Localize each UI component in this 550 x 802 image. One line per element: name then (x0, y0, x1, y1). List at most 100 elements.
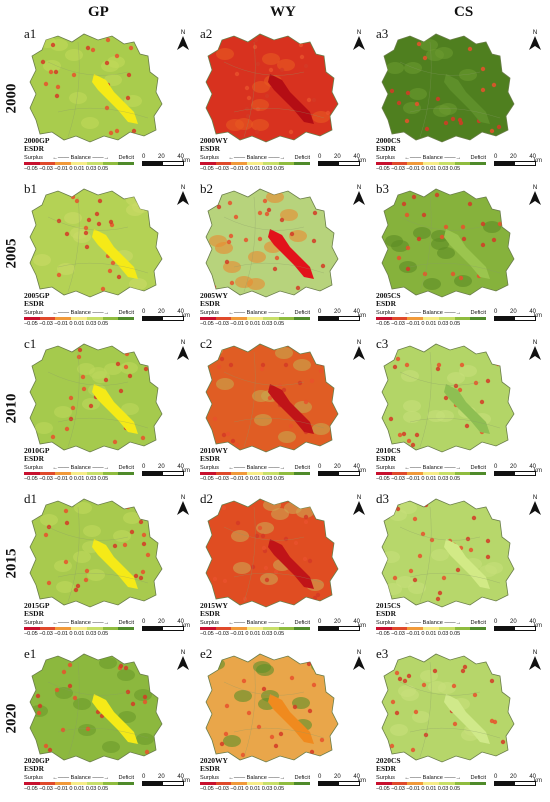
map-title: 2020WY ESDR (200, 756, 228, 773)
north-label: N (180, 650, 186, 656)
scale-bar: 0 20 40 km (318, 619, 366, 631)
north-arrow-icon: N (352, 185, 366, 207)
legend-surplus: Surplus (24, 310, 43, 316)
map-panel: c1 N 2010GP ESDR Surplus ←—— Balance ——→ De… (22, 336, 192, 486)
legend-ticks: −0.05 −0.03 −0.01 0 0.01 0.03 0.05 (200, 476, 285, 482)
north-label: N (356, 340, 362, 346)
map-title: 2020CS ESDR (376, 756, 401, 773)
scale-bar: 0 20 40 km (318, 464, 366, 476)
north-label: N (180, 495, 186, 501)
map-title: 2010CS ESDR (376, 446, 401, 463)
legend: Surplus ←—— Balance ——→ Deficit −0.05 −0.0… (200, 310, 311, 327)
scale-bar: 0 20 40 km (494, 619, 542, 631)
panel-label: e2 (200, 646, 213, 661)
legend-surplus: Surplus (200, 620, 219, 626)
legend-ticks: −0.05 −0.03 −0.01 0 0.01 0.03 0.05 (24, 786, 109, 792)
legend-surplus: Surplus (376, 310, 395, 316)
legend-surplus: Surplus (24, 775, 43, 781)
scale-bar: 0 20 40 km (494, 774, 542, 786)
legend-deficit: Deficit (294, 620, 310, 626)
map-panel: e2 N 2020WY ESDR Surplus ←—— Balance ——→ De… (198, 646, 368, 796)
north-label: N (532, 650, 538, 656)
legend: Surplus ←—— Balance ——→ Deficit −0.05 −0.0… (24, 155, 135, 172)
scale-bar: 0 20 40 km (142, 619, 190, 631)
north-arrow-icon: N (352, 650, 366, 672)
legend-surplus: Surplus (24, 620, 43, 626)
legend: Surplus ←—— Balance ——→ Deficit −0.05 −0.0… (24, 465, 135, 482)
panel-label: a1 (24, 26, 37, 41)
north-label: N (356, 650, 362, 656)
legend: Surplus ←—— Balance ——→ Deficit −0.05 −0.0… (376, 775, 487, 792)
legend-deficit: Deficit (294, 465, 310, 471)
north-arrow-icon: N (176, 30, 190, 52)
legend: Surplus ←—— Balance ——→ Deficit −0.05 −0.0… (200, 620, 311, 637)
map-image (205, 33, 339, 143)
panel-label: b3 (376, 181, 389, 196)
legend-deficit: Deficit (118, 155, 134, 161)
scale-bar: 0 20 40 km (318, 309, 366, 321)
map-image (381, 343, 515, 453)
map-panel: a3 N 2000CS ESDR Surplus ←—— Balance ——→ De… (374, 26, 544, 176)
panel-label: a2 (200, 26, 213, 41)
legend-surplus: Surplus (376, 775, 395, 781)
map-title: 2015CS ESDR (376, 601, 401, 618)
map-title: 2015WY ESDR (200, 601, 228, 618)
legend-surplus: Surplus (200, 155, 219, 161)
legend-surplus: Surplus (200, 775, 219, 781)
legend-surplus: Surplus (376, 620, 395, 626)
legend: Surplus ←—— Balance ——→ Deficit −0.05 −0.0… (200, 465, 311, 482)
legend-deficit: Deficit (470, 775, 486, 781)
panel-label: d2 (200, 491, 213, 506)
map-image (381, 653, 515, 763)
legend-ticks: −0.05 −0.03 −0.01 0 0.01 0.03 0.05 (24, 321, 109, 327)
north-arrow-icon: N (176, 185, 190, 207)
legend-surplus: Surplus (200, 310, 219, 316)
legend-colorbar (24, 162, 135, 165)
scale-bar: 0 20 40 km (318, 774, 366, 786)
legend-colorbar (200, 317, 311, 320)
legend: Surplus ←—— Balance ——→ Deficit −0.05 −0.0… (376, 620, 487, 637)
scale-bar: 0 20 40 km (142, 309, 190, 321)
legend-surplus: Surplus (24, 155, 43, 161)
legend-colorbar (376, 627, 487, 630)
legend-deficit: Deficit (294, 310, 310, 316)
legend-colorbar (24, 317, 135, 320)
legend: Surplus ←—— Balance ——→ Deficit −0.05 −0.0… (24, 310, 135, 327)
row-header-2010: 2010 (3, 393, 20, 424)
legend-deficit: Deficit (294, 155, 310, 161)
legend-ticks: −0.05 −0.03 −0.01 0 0.01 0.03 0.05 (376, 166, 461, 172)
legend-deficit: Deficit (470, 310, 486, 316)
column-header-wy: WY (270, 4, 296, 20)
panel-label: a3 (376, 26, 389, 41)
north-label: N (356, 495, 362, 501)
legend-colorbar (200, 162, 311, 165)
map-image (29, 33, 163, 143)
legend-colorbar (376, 472, 487, 475)
map-panel: a1 N 2000GP ESDR Surplus ←—— Balance ——→ De… (22, 26, 192, 176)
scale-bar: 0 20 40 km (318, 154, 366, 166)
north-label: N (532, 185, 538, 191)
panel-label: c3 (376, 336, 389, 351)
north-arrow-icon: N (352, 495, 366, 517)
map-title: 2010GP ESDR (24, 446, 50, 463)
map-image (381, 498, 515, 608)
north-arrow-icon: N (528, 340, 542, 362)
legend-surplus: Surplus (200, 465, 219, 471)
north-label: N (532, 340, 538, 346)
north-arrow-icon: N (352, 30, 366, 52)
north-arrow-icon: N (352, 340, 366, 362)
legend-colorbar (24, 472, 135, 475)
panel-label: c2 (200, 336, 213, 351)
map-panel: a2 N 2000WY ESDR Surplus ←—— Balance ——→ De… (198, 26, 368, 176)
legend-surplus: Surplus (376, 155, 395, 161)
map-title: 2010WY ESDR (200, 446, 228, 463)
map-title: 2005GP ESDR (24, 291, 50, 308)
legend-deficit: Deficit (470, 465, 486, 471)
legend-ticks: −0.05 −0.03 −0.01 0 0.01 0.03 0.05 (376, 631, 461, 637)
map-image (29, 343, 163, 453)
legend-colorbar (376, 317, 487, 320)
north-arrow-icon: N (176, 495, 190, 517)
map-panel: d1 N 2015GP ESDR Surplus ←—— Balance ——→ De… (22, 491, 192, 641)
scale-bar: 0 20 40 km (494, 309, 542, 321)
legend-ticks: −0.05 −0.03 −0.01 0 0.01 0.03 0.05 (24, 631, 109, 637)
